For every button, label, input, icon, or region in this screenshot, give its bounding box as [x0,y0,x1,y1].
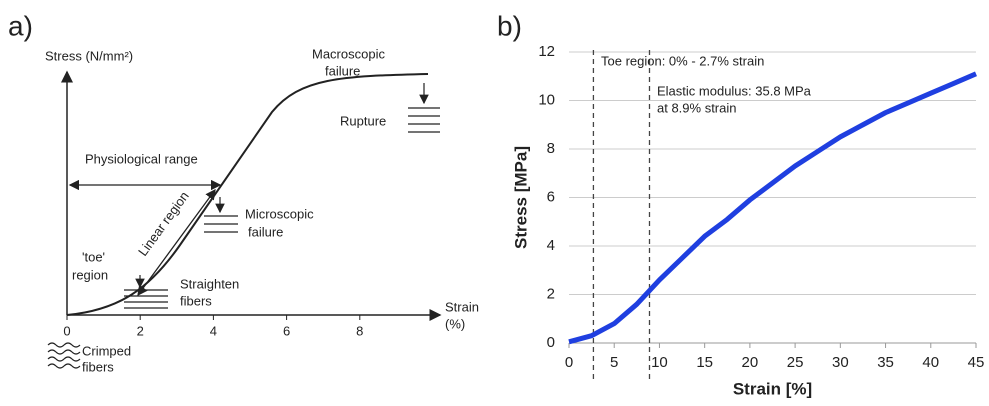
data-line [568,71,977,345]
x-tick-label: 2 [137,323,144,338]
panel-label: a) [8,10,33,41]
panel-label: b) [497,10,522,41]
annotation: Linear region [135,189,192,259]
x-tick-label: 30 [832,354,849,371]
x-tick-label: 35 [877,354,894,371]
annotation: Macroscopic [312,46,385,61]
y-tick-label: 12 [538,43,555,60]
annotation: Elastic modulus: 35.8 MPa [657,83,812,98]
annotation: Rupture [340,113,386,128]
x-axis-label: Strain [%] [733,379,812,398]
annotation: 'toe' [82,249,105,264]
annotation: failure [248,224,283,239]
annotation: region [72,267,108,282]
x-axis-unit: (%) [445,316,465,331]
annotation: Straighten [180,276,239,291]
x-tick-label: 40 [922,354,939,371]
annotation: failure [325,63,360,78]
y-tick-label: 10 [538,91,555,108]
x-tick-label: 0 [63,323,70,338]
annotation: at 8.9% strain [657,100,737,115]
schematic-layout [47,70,442,369]
x-tick-label: 4 [210,323,217,338]
annotation: fibers [82,359,114,374]
annotation: Toe region: 0% - 2.7% strain [601,53,764,68]
y-tick-label: 2 [547,285,555,302]
y-tick-label: 6 [547,188,555,205]
y-tick-label: 4 [547,237,555,254]
annotation: Physiological range [85,151,198,166]
annotation: Microscopic [245,206,314,221]
annotation: fibers [180,293,212,308]
x-tick-label: 25 [787,354,804,371]
y-axis-label: Stress [MPa] [511,146,530,249]
x-tick-label: 5 [610,354,618,371]
x-tick-label: 8 [356,323,363,338]
x-tick-label: 20 [742,354,759,371]
x-tick-label: 15 [696,354,713,371]
y-axis-label: Stress (N/mm²) [45,48,133,63]
x-tick-label: 45 [968,354,985,371]
x-tick-label: 6 [283,323,290,338]
x-tick-label: 0 [565,354,573,371]
y-tick-label: 0 [547,334,555,351]
x-axis-label: Strain [445,299,479,314]
annotation: Crimped [82,343,131,358]
y-tick-label: 8 [547,140,555,157]
x-tick-label: 10 [651,354,668,371]
